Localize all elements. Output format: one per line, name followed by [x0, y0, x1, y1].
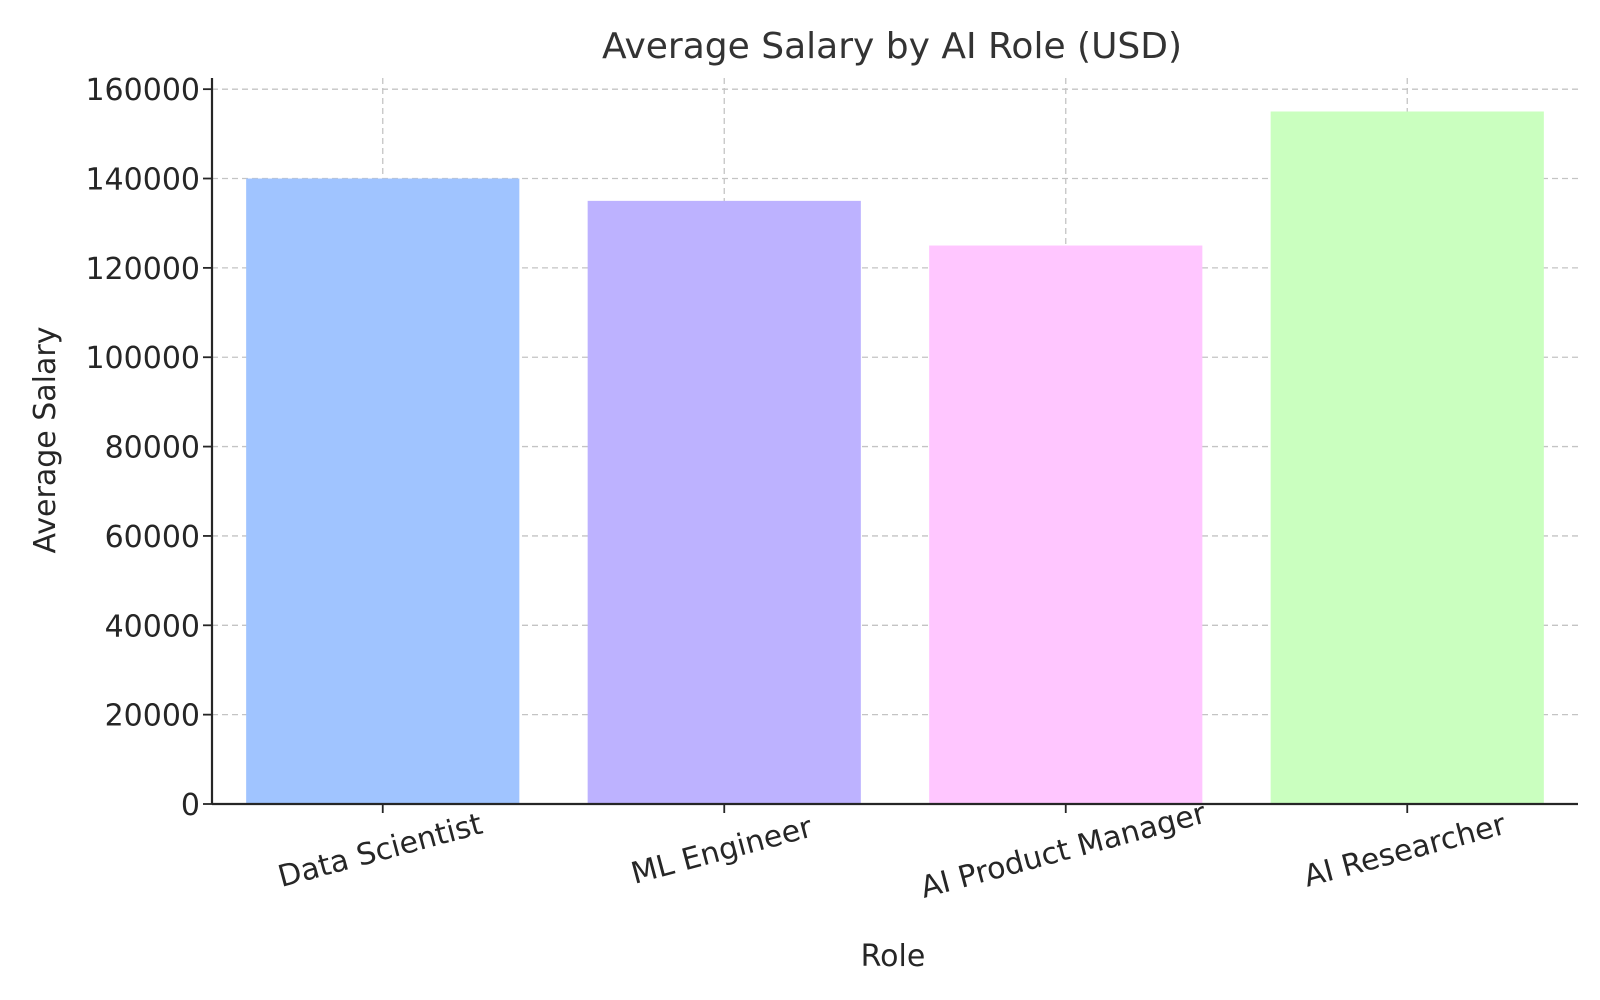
- x-tick-label: ML Engineer: [628, 810, 817, 892]
- y-tick-label: 140000: [85, 163, 200, 198]
- y-tick-label: 20000: [105, 699, 200, 734]
- axes: [210, 78, 1578, 806]
- x-tick-label: Data Scientist: [274, 807, 486, 895]
- x-tick-label: AI Product Manager: [917, 796, 1211, 906]
- x-axis-label: Role: [861, 939, 926, 974]
- bar-ml-engineer: [587, 200, 861, 804]
- x-tick-label: AI Researcher: [1300, 807, 1510, 895]
- y-tick-label: 0: [181, 788, 200, 823]
- y-tick-label: 120000: [85, 252, 200, 287]
- y-tick-label: 80000: [105, 431, 200, 466]
- y-axis-label: Average Salary: [28, 327, 63, 554]
- y-tick-label: 40000: [105, 609, 200, 644]
- bars: [246, 111, 1544, 805]
- bar-ai-product-manager: [929, 245, 1203, 805]
- y-tick-label: 100000: [85, 341, 200, 376]
- y-tick-label: 160000: [85, 73, 200, 108]
- bar-ai-researcher: [1270, 111, 1544, 804]
- bar-data-scientist: [246, 178, 520, 804]
- y-tick-label: 60000: [105, 520, 200, 555]
- chart-title: Average Salary by AI Role (USD): [602, 26, 1182, 67]
